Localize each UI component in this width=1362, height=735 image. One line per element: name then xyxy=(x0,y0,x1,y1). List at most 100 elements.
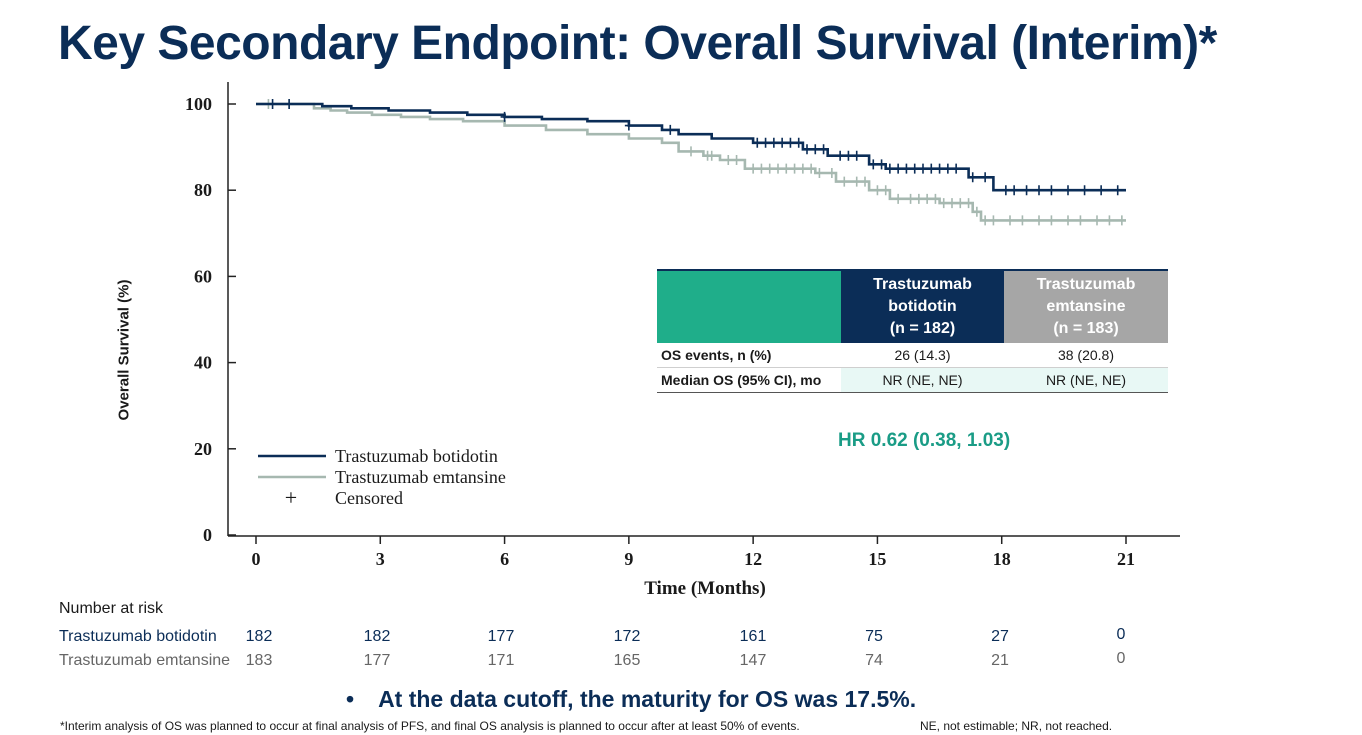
censor-mark xyxy=(861,176,869,187)
censor-mark xyxy=(852,176,861,187)
censor-mark xyxy=(968,172,977,183)
risk-value: 0 xyxy=(1116,650,1126,667)
censor-mark xyxy=(910,163,919,174)
maturity-text: At the data cutoff, the maturity for OS … xyxy=(378,686,917,712)
censor-mark xyxy=(1105,215,1114,226)
hazard-ratio: HR 0.62 (0.38, 1.03) xyxy=(838,430,1011,451)
censor-mark xyxy=(964,198,973,209)
censor-mark xyxy=(778,137,787,148)
censor-mark xyxy=(774,163,782,174)
censor-mark xyxy=(906,193,915,204)
censor-mark xyxy=(923,193,932,204)
x-tick-label: 15 xyxy=(868,549,886,569)
censor-mark xyxy=(803,144,811,155)
x-tick-label: 9 xyxy=(624,549,633,569)
censor-mark xyxy=(840,176,849,187)
y-tick-label: 80 xyxy=(194,180,212,200)
x-tick-label: 0 xyxy=(252,549,261,569)
risk-value: 183 xyxy=(245,652,273,669)
os-table-header-blank xyxy=(657,269,841,343)
risk-value: 74 xyxy=(865,652,883,669)
censor-mark xyxy=(989,215,998,226)
censor-mark xyxy=(807,163,816,174)
risk-value: 27 xyxy=(991,628,1009,645)
censor-mark xyxy=(819,144,828,155)
censor-mark xyxy=(724,155,733,166)
censor-mark xyxy=(1035,185,1043,196)
censor-mark xyxy=(948,198,956,209)
median-os-emtansine: NR (NE, NE) xyxy=(1004,367,1168,393)
x-tick-label: 21 xyxy=(1117,549,1135,569)
risk-value: 177 xyxy=(487,628,515,645)
censor-mark xyxy=(894,163,903,174)
risk-value: 165 xyxy=(613,652,641,669)
os-table-header-row: Trastuzumab botidotin (n = 182) Trastuzu… xyxy=(657,269,1168,343)
y-axis-label: Overall Survival (%) xyxy=(115,279,133,421)
censor-mark xyxy=(827,167,836,178)
censor-mark xyxy=(811,144,820,155)
os-table-header-botidotin: Trastuzumab botidotin (n = 182) xyxy=(841,269,1004,343)
censor-mark xyxy=(500,111,509,122)
censor-mark xyxy=(1001,185,1010,196)
censor-mark xyxy=(981,172,990,183)
censor-mark xyxy=(1047,215,1056,226)
risk-value: 75 xyxy=(865,628,883,645)
censor-mark xyxy=(972,206,981,217)
censor-mark xyxy=(732,155,741,166)
censor-mark xyxy=(798,163,807,174)
censor-mark xyxy=(757,163,766,174)
risk-table-title: Number at risk xyxy=(59,600,164,617)
risk-value: 182 xyxy=(363,628,391,645)
censor-mark xyxy=(707,150,716,161)
y-tick-label: 100 xyxy=(185,94,212,114)
median-os-label: Median OS (95% CI), mo xyxy=(657,367,841,393)
censor-mark xyxy=(765,163,774,174)
risk-value: 147 xyxy=(739,652,767,669)
legend-censor-symbol: + xyxy=(285,485,297,510)
os-events-emtansine: 38 (20.8) xyxy=(1004,343,1168,368)
censor-mark xyxy=(935,163,944,174)
page-title: Key Secondary Endpoint: Overall Survival… xyxy=(58,17,1217,70)
risk-row-emtansine-label: Trastuzumab emtansine xyxy=(59,652,231,669)
y-tick-label: 40 xyxy=(194,353,212,373)
censor-mark xyxy=(1006,215,1014,226)
censor-mark xyxy=(869,159,878,170)
abbreviations: NE, not estimable; NR, not reached. xyxy=(920,719,1113,733)
censor-mark xyxy=(1035,215,1043,226)
censor-mark xyxy=(624,120,633,131)
censor-mark xyxy=(852,150,861,161)
risk-value: 171 xyxy=(487,652,515,669)
censor-mark xyxy=(268,99,277,109)
header-bot-n: (n = 182) xyxy=(889,320,956,337)
risk-value: 0 xyxy=(1116,626,1126,643)
censor-mark xyxy=(794,137,803,148)
censor-mark xyxy=(927,163,936,174)
os-events-label: OS events, n (%) xyxy=(657,343,841,368)
table-row: OS events, n (%) 26 (14.3) 38 (20.8) xyxy=(657,343,1168,368)
censor-mark xyxy=(815,167,824,178)
os-table-header-emtansine: Trastuzumab emtansine (n = 183) xyxy=(1004,269,1168,343)
censor-mark xyxy=(981,215,990,226)
legend-label: Trastuzumab emtansine xyxy=(335,467,506,487)
header-bot-name: Trastuzumab botidotin xyxy=(873,276,972,315)
censor-mark xyxy=(881,185,890,196)
censor-mark xyxy=(1080,185,1089,196)
censor-mark xyxy=(786,137,795,148)
chart-axes: 0 20 40 60 80 100 0 3 6 9 12 15 18 21 xyxy=(185,82,1180,569)
maturity-bullet: • At the data cutoff, the maturity for OS… xyxy=(346,686,916,713)
censor-mark xyxy=(894,193,903,204)
censor-mark xyxy=(1093,215,1101,226)
risk-value: 182 xyxy=(245,628,273,645)
censor-mark xyxy=(914,193,923,204)
censor-mark xyxy=(943,163,952,174)
os-events-botidotin: 26 (14.3) xyxy=(841,343,1004,368)
censor-mark xyxy=(1022,185,1031,196)
x-axis-label: Time (Months) xyxy=(644,578,766,599)
x-tick-label: 6 xyxy=(500,549,509,569)
header-emt-n: (n = 183) xyxy=(1053,320,1119,337)
censor-mark xyxy=(1018,215,1027,226)
censor-mark xyxy=(666,124,675,135)
censor-mark xyxy=(1117,215,1126,226)
x-tick-label: 12 xyxy=(744,549,762,569)
censor-mark xyxy=(877,159,886,170)
